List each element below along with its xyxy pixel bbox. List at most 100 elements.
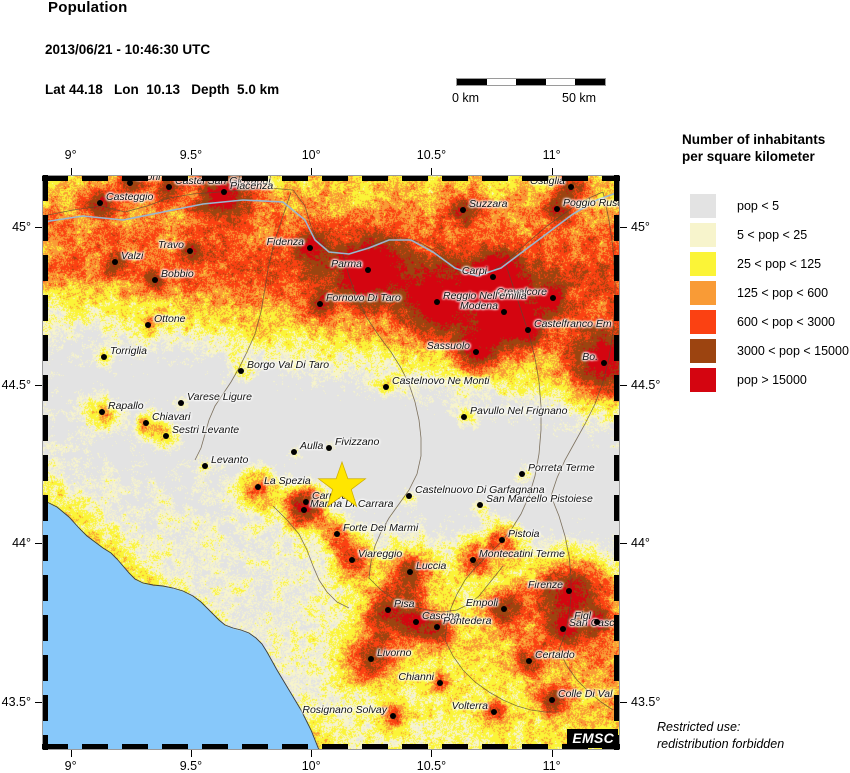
legend-title-line1: Number of inhabitants: [682, 132, 826, 147]
city-dot-icon: [407, 569, 413, 575]
lon-tick: [551, 750, 553, 757]
frame-dash: [242, 176, 268, 181]
city-label: Levanto: [211, 454, 249, 466]
population-density-map[interactable]: Broni Castel San Giovanni Piacenza Casteggi…: [42, 175, 620, 750]
legend-row: 25 < pop < 125: [682, 249, 850, 278]
city-dot-icon: [477, 502, 483, 508]
lon-tick: [431, 750, 433, 757]
legend-title: Number of inhabitants per square kilomet…: [682, 131, 850, 165]
frame-dash: [562, 176, 588, 181]
city-label: Parma: [331, 258, 362, 270]
epicenter-star-icon[interactable]: [316, 461, 368, 511]
city-label: Borgo Val Di Taro: [247, 359, 330, 371]
frame-dash: [43, 735, 48, 750]
city-label: Forte Dei Marmi: [343, 522, 419, 534]
city-dot-icon: [491, 709, 497, 715]
frame-dash: [522, 744, 548, 749]
hypocenter-info: Lat 44.18 Lon 10.13 Depth 5.0 km: [45, 82, 280, 97]
frame-dash: [442, 744, 468, 749]
lon-label: 10.5°: [416, 148, 447, 162]
lat-tick: [620, 226, 627, 228]
frame-dash: [122, 744, 148, 749]
legend-row: 3000 < pop < 15000: [682, 336, 850, 365]
frame-dash: [82, 176, 108, 181]
legend-label: 125 < pop < 600: [737, 285, 829, 300]
city-label: Firenze: [527, 579, 563, 591]
lon-label: 10°: [301, 759, 321, 773]
city-label: Suzzara: [469, 198, 508, 210]
city-dot-icon: [406, 493, 412, 499]
city-label: Rosignano Solvay: [302, 704, 387, 716]
scale-segment: [457, 79, 487, 85]
lat-label: 44.5°: [1, 377, 31, 392]
legend-swatch: [690, 338, 716, 363]
lon-label: 11°: [542, 148, 561, 162]
frame-dash: [202, 176, 228, 181]
city-dot-icon: [499, 537, 505, 543]
frame-dash: [614, 415, 619, 441]
frame-dash: [614, 535, 619, 561]
city-label: Fivizzano: [335, 436, 380, 448]
frame-dash: [282, 176, 308, 181]
lat-tick: [620, 384, 627, 386]
frame-dash: [482, 176, 508, 181]
city-dot-icon: [334, 531, 340, 537]
scale-bar-track: [456, 78, 606, 86]
city-dot-icon: [101, 354, 107, 360]
lat-tick: [620, 543, 627, 545]
lon-label: 11°: [542, 759, 561, 773]
frame-dash: [42, 744, 68, 749]
legend-row: 600 < pop < 3000: [682, 307, 850, 336]
city-label: San Casc: [569, 617, 615, 629]
scale-segment: [575, 79, 605, 85]
city-dot-icon: [163, 433, 169, 439]
city-dot-icon: [501, 606, 507, 612]
frame-dash: [242, 744, 268, 749]
city-dot-icon: [99, 409, 105, 415]
frame-dash: [602, 744, 620, 749]
frame-dash: [43, 695, 48, 721]
frame-dash: [614, 215, 619, 241]
frame-dash: [562, 744, 588, 749]
frame-dash: [43, 295, 48, 321]
legend-items: pop < 5 5 < pop < 25 25 < pop < 125 125 < p…: [682, 191, 850, 394]
city-dot-icon: [178, 400, 184, 406]
legend-label: pop < 5: [737, 198, 780, 213]
restriction-notice: Restricted use: redistribution forbidden: [657, 719, 784, 753]
city-dot-icon: [437, 680, 443, 686]
city-label: Pisa: [394, 598, 415, 610]
frame-dash: [614, 375, 619, 401]
frame-dash: [43, 575, 48, 601]
frame-dash: [43, 615, 48, 641]
city-dot-icon: [554, 206, 560, 212]
legend-label: 3000 < pop < 15000: [737, 343, 849, 358]
city-label: Reggio Nell'emilia: [443, 290, 527, 302]
frame-dash: [614, 735, 619, 750]
lat-tick: [620, 701, 627, 703]
frame-dash: [614, 695, 619, 721]
lat-tick: [35, 226, 42, 228]
city-label: Luccia: [416, 560, 447, 572]
legend-label: 5 < pop < 25: [737, 227, 808, 242]
city-label: Fornovo Di Taro: [326, 292, 401, 304]
city-label: Ottone: [154, 313, 186, 325]
city-dot-icon: [460, 207, 466, 213]
frame-dash: [43, 535, 48, 561]
city-label: Modena: [460, 300, 498, 312]
city-dot-icon: [349, 557, 355, 563]
restriction-line2: redistribution forbidden: [657, 737, 785, 751]
city-label: Chiavari: [152, 411, 191, 423]
city-dot-icon: [127, 180, 133, 186]
city-dot-icon: [326, 445, 332, 451]
city-dot-icon: [317, 301, 323, 307]
city-label: Piacenza: [230, 180, 274, 192]
population-raster: [43, 176, 619, 749]
frame-dash: [442, 176, 468, 181]
frame-dash: [614, 455, 619, 481]
city-label: Sestri Levante: [172, 424, 240, 436]
city-dot-icon: [97, 200, 103, 206]
frame-dash: [522, 176, 548, 181]
lat-label: 44°: [631, 536, 650, 551]
city-label: Poggio Rusco: [563, 197, 619, 209]
city-dot-icon: [526, 658, 532, 664]
